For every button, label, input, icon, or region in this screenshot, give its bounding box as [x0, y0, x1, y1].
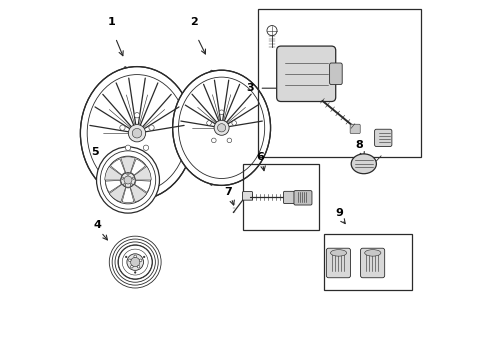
FancyBboxPatch shape [374, 129, 392, 147]
Wedge shape [105, 180, 122, 192]
Text: 7: 7 [224, 186, 232, 197]
Circle shape [127, 173, 129, 175]
FancyBboxPatch shape [361, 248, 385, 278]
Ellipse shape [351, 154, 376, 174]
Circle shape [218, 124, 226, 132]
Circle shape [207, 121, 211, 125]
Circle shape [134, 272, 136, 273]
Circle shape [125, 256, 127, 258]
Circle shape [121, 177, 123, 179]
Circle shape [132, 177, 135, 179]
FancyBboxPatch shape [277, 46, 336, 102]
Ellipse shape [172, 70, 270, 185]
Circle shape [232, 121, 237, 125]
Circle shape [139, 259, 142, 262]
Circle shape [149, 125, 154, 130]
Circle shape [220, 110, 224, 114]
Wedge shape [131, 159, 146, 175]
Circle shape [127, 254, 144, 270]
Ellipse shape [97, 147, 159, 213]
Circle shape [123, 184, 125, 186]
Circle shape [121, 173, 135, 187]
Circle shape [128, 125, 146, 142]
Wedge shape [133, 166, 151, 180]
Circle shape [124, 176, 132, 184]
Circle shape [130, 265, 133, 268]
Ellipse shape [330, 250, 347, 256]
Circle shape [134, 255, 137, 258]
Wedge shape [121, 157, 135, 174]
Circle shape [227, 138, 232, 143]
Text: 8: 8 [356, 140, 364, 150]
FancyBboxPatch shape [350, 124, 360, 134]
Wedge shape [111, 159, 125, 175]
FancyBboxPatch shape [294, 191, 312, 205]
Wedge shape [105, 166, 122, 180]
Ellipse shape [365, 250, 381, 256]
FancyBboxPatch shape [326, 248, 350, 278]
Text: 4: 4 [94, 220, 101, 230]
Ellipse shape [80, 67, 194, 200]
Circle shape [130, 184, 133, 186]
Text: 3: 3 [246, 83, 254, 93]
Wedge shape [109, 184, 126, 202]
Text: 2: 2 [190, 17, 198, 27]
Bar [324, 234, 413, 290]
Ellipse shape [109, 236, 161, 288]
Circle shape [125, 145, 131, 150]
Text: 5: 5 [91, 147, 98, 157]
Circle shape [130, 257, 140, 267]
Bar [243, 164, 319, 230]
Wedge shape [122, 188, 134, 203]
Circle shape [144, 256, 145, 258]
Circle shape [137, 265, 140, 268]
Circle shape [214, 120, 229, 135]
Circle shape [134, 113, 140, 118]
Wedge shape [130, 184, 147, 202]
Circle shape [132, 129, 142, 138]
FancyBboxPatch shape [284, 192, 294, 204]
Text: 6: 6 [256, 152, 264, 162]
Circle shape [212, 138, 216, 143]
Text: 1: 1 [108, 17, 116, 27]
Circle shape [128, 259, 131, 262]
Bar [258, 9, 421, 157]
FancyBboxPatch shape [243, 192, 252, 200]
Wedge shape [135, 180, 150, 192]
Circle shape [143, 145, 148, 150]
Circle shape [120, 125, 125, 130]
FancyBboxPatch shape [330, 63, 342, 85]
Text: 9: 9 [335, 208, 343, 218]
